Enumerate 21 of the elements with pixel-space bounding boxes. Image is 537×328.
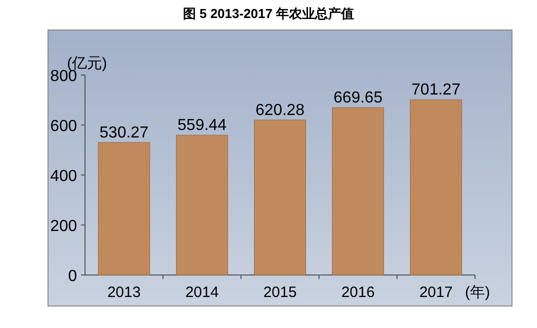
x-tick-label: 2013 xyxy=(107,284,141,301)
bar xyxy=(254,120,306,276)
x-axis-title: (年) xyxy=(465,284,490,301)
y-tick-label: 600 xyxy=(50,118,78,135)
x-tick-label: 2016 xyxy=(341,284,375,301)
chart-title: 图 5 2013-2017 年农业总产值 xyxy=(182,6,354,21)
data-label: 701.27 xyxy=(412,82,461,99)
x-tick-label: 2017 xyxy=(419,284,453,301)
y-tick-label: 0 xyxy=(68,268,78,285)
y-tick-label: 200 xyxy=(50,218,78,235)
data-label: 620.28 xyxy=(256,102,305,119)
x-tick-label: 2015 xyxy=(263,284,297,301)
x-tick-label: 2014 xyxy=(185,284,219,301)
y-tick-label: 400 xyxy=(50,168,78,185)
data-label: 559.44 xyxy=(178,117,227,134)
bar xyxy=(332,107,384,276)
bar xyxy=(410,99,462,276)
data-label: 530.27 xyxy=(100,124,149,142)
bar xyxy=(98,142,150,276)
bar xyxy=(176,134,228,276)
data-label: 669.65 xyxy=(334,90,383,107)
